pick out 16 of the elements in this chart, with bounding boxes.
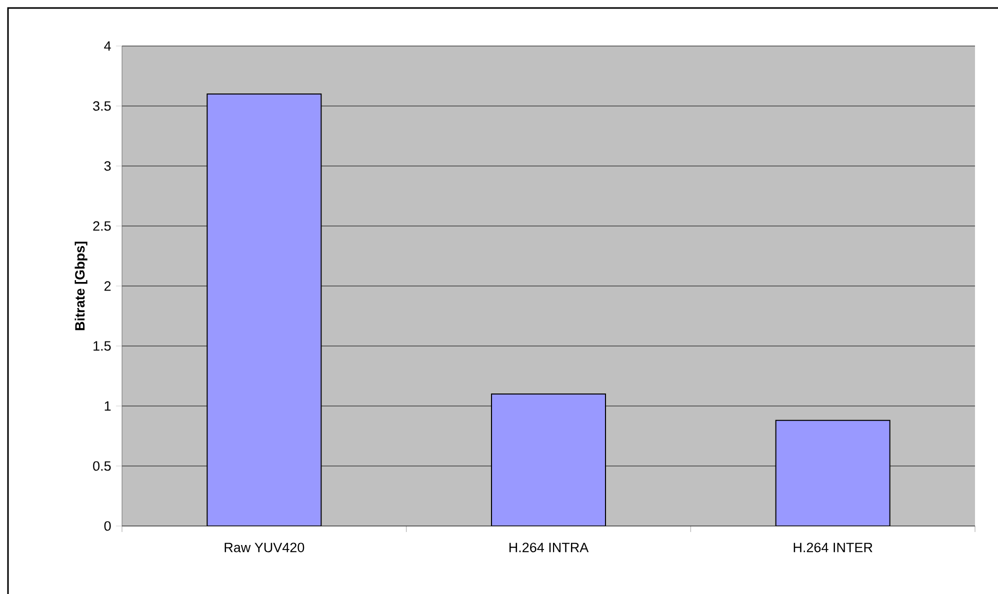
y-tick-label: 1 <box>104 401 111 411</box>
y-tick-label: 4 <box>104 41 111 51</box>
y-tick-label: 0.5 <box>93 461 111 471</box>
y-tick-label: 1.5 <box>94 341 111 351</box>
y-tick-label: 3.5 <box>93 101 111 111</box>
bar <box>775 420 890 526</box>
x-tick-label: Raw YUV420 <box>224 542 304 552</box>
x-tick-label: H.264 INTRA <box>509 542 589 552</box>
y-tick-label: 3 <box>104 161 111 171</box>
bar <box>491 393 606 526</box>
y-tick-label: 2 <box>104 281 111 291</box>
y-tick-label: 2.5 <box>93 221 111 231</box>
x-tick-label: H.264 INTER <box>794 542 872 552</box>
y-axis-title: Bitrate [Gbps] <box>74 242 88 330</box>
bar <box>206 93 322 526</box>
y-tick-label: 0 <box>104 521 111 531</box>
